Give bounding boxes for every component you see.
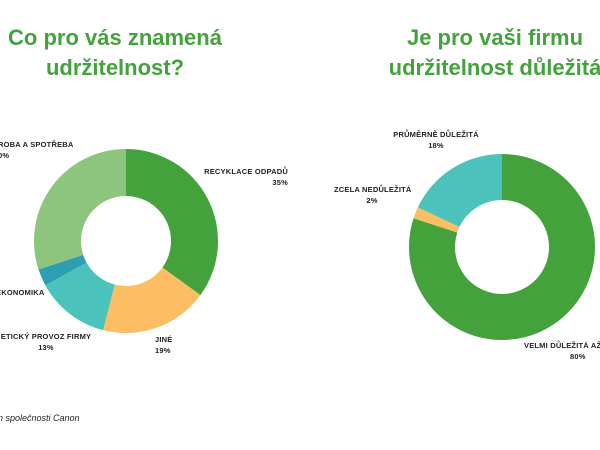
label-prumerne-name: PRŮMĚRNĚ DŮLEŽITÁ <box>393 130 479 139</box>
label-recyklace-value: 35% <box>272 178 288 187</box>
label-zcela-name: ZCELA NEDŮLEŽITÁ <box>334 185 412 194</box>
label-ekonomika: EKONOMIKA <box>0 287 44 298</box>
label-prumerne-value: 18% <box>428 141 444 150</box>
chart-title-right: Je pro vaši firmu udržitelnost důležitá <box>375 23 600 83</box>
label-eticky-provoz: ETICKÝ PROVOZ FIRMY 13% <box>0 331 94 353</box>
label-spotreba-name: ROBA A SPOTŘEBA <box>0 140 74 149</box>
label-spotreba-value: 0% <box>0 151 10 160</box>
label-velmi-dulezita: VELMI DŮLEŽITÁ AŽ 80% <box>524 340 600 362</box>
label-velmi-value: 80% <box>570 352 586 361</box>
left-donut-slice-3 <box>38 254 87 286</box>
label-ekonomika-name: EKONOMIKA <box>0 288 45 297</box>
label-recyklace-name: RECYKLACE ODPADŮ <box>204 167 288 176</box>
right-donut-slice-2 <box>417 154 502 227</box>
left-donut-slice-4 <box>33 149 126 270</box>
right-donut-slice-1 <box>413 207 460 233</box>
label-recyklace: RECYKLACE ODPADŮ 35% <box>200 166 288 188</box>
right-donut-slice-0 <box>408 154 595 340</box>
chart-title-right-line1: Je pro vaši firmu <box>406 25 584 50</box>
label-jine-name: JINÉ <box>155 335 173 344</box>
label-prumerne-dulezita: PRŮMĚRNĚ DŮLEŽITÁ 18% <box>388 129 484 151</box>
chart-title-left-line2: udržitelnost? <box>45 55 185 80</box>
left-donut-slice-1 <box>103 267 201 333</box>
label-zcela-value: 2% <box>366 196 378 205</box>
label-eticky-name: ETICKÝ PROVOZ FIRMY <box>0 332 92 341</box>
label-eticky-value: 13% <box>38 343 54 352</box>
left-donut-slice-2 <box>45 262 115 331</box>
label-jine: JINÉ 19% <box>155 334 172 356</box>
label-zcela-nedulezita: ZCELA NEDŮLEŽITÁ 2% <box>334 184 412 206</box>
label-velmi-name: VELMI DŮLEŽITÁ AŽ <box>524 341 600 350</box>
chart-title-right-line2: udržitelnost důležitá <box>388 55 600 80</box>
label-spotreba: ROBA A SPOTŘEBA 0% <box>0 139 74 161</box>
chart-title-left: Co pro vás znamená udržitelnost? <box>0 23 230 83</box>
label-jine-value: 19% <box>155 346 171 355</box>
left-donut-slice-0 <box>126 149 218 296</box>
chart-title-left-line1: Co pro vás znamená <box>8 25 222 50</box>
source-note: n společnosti Canon <box>0 413 80 423</box>
